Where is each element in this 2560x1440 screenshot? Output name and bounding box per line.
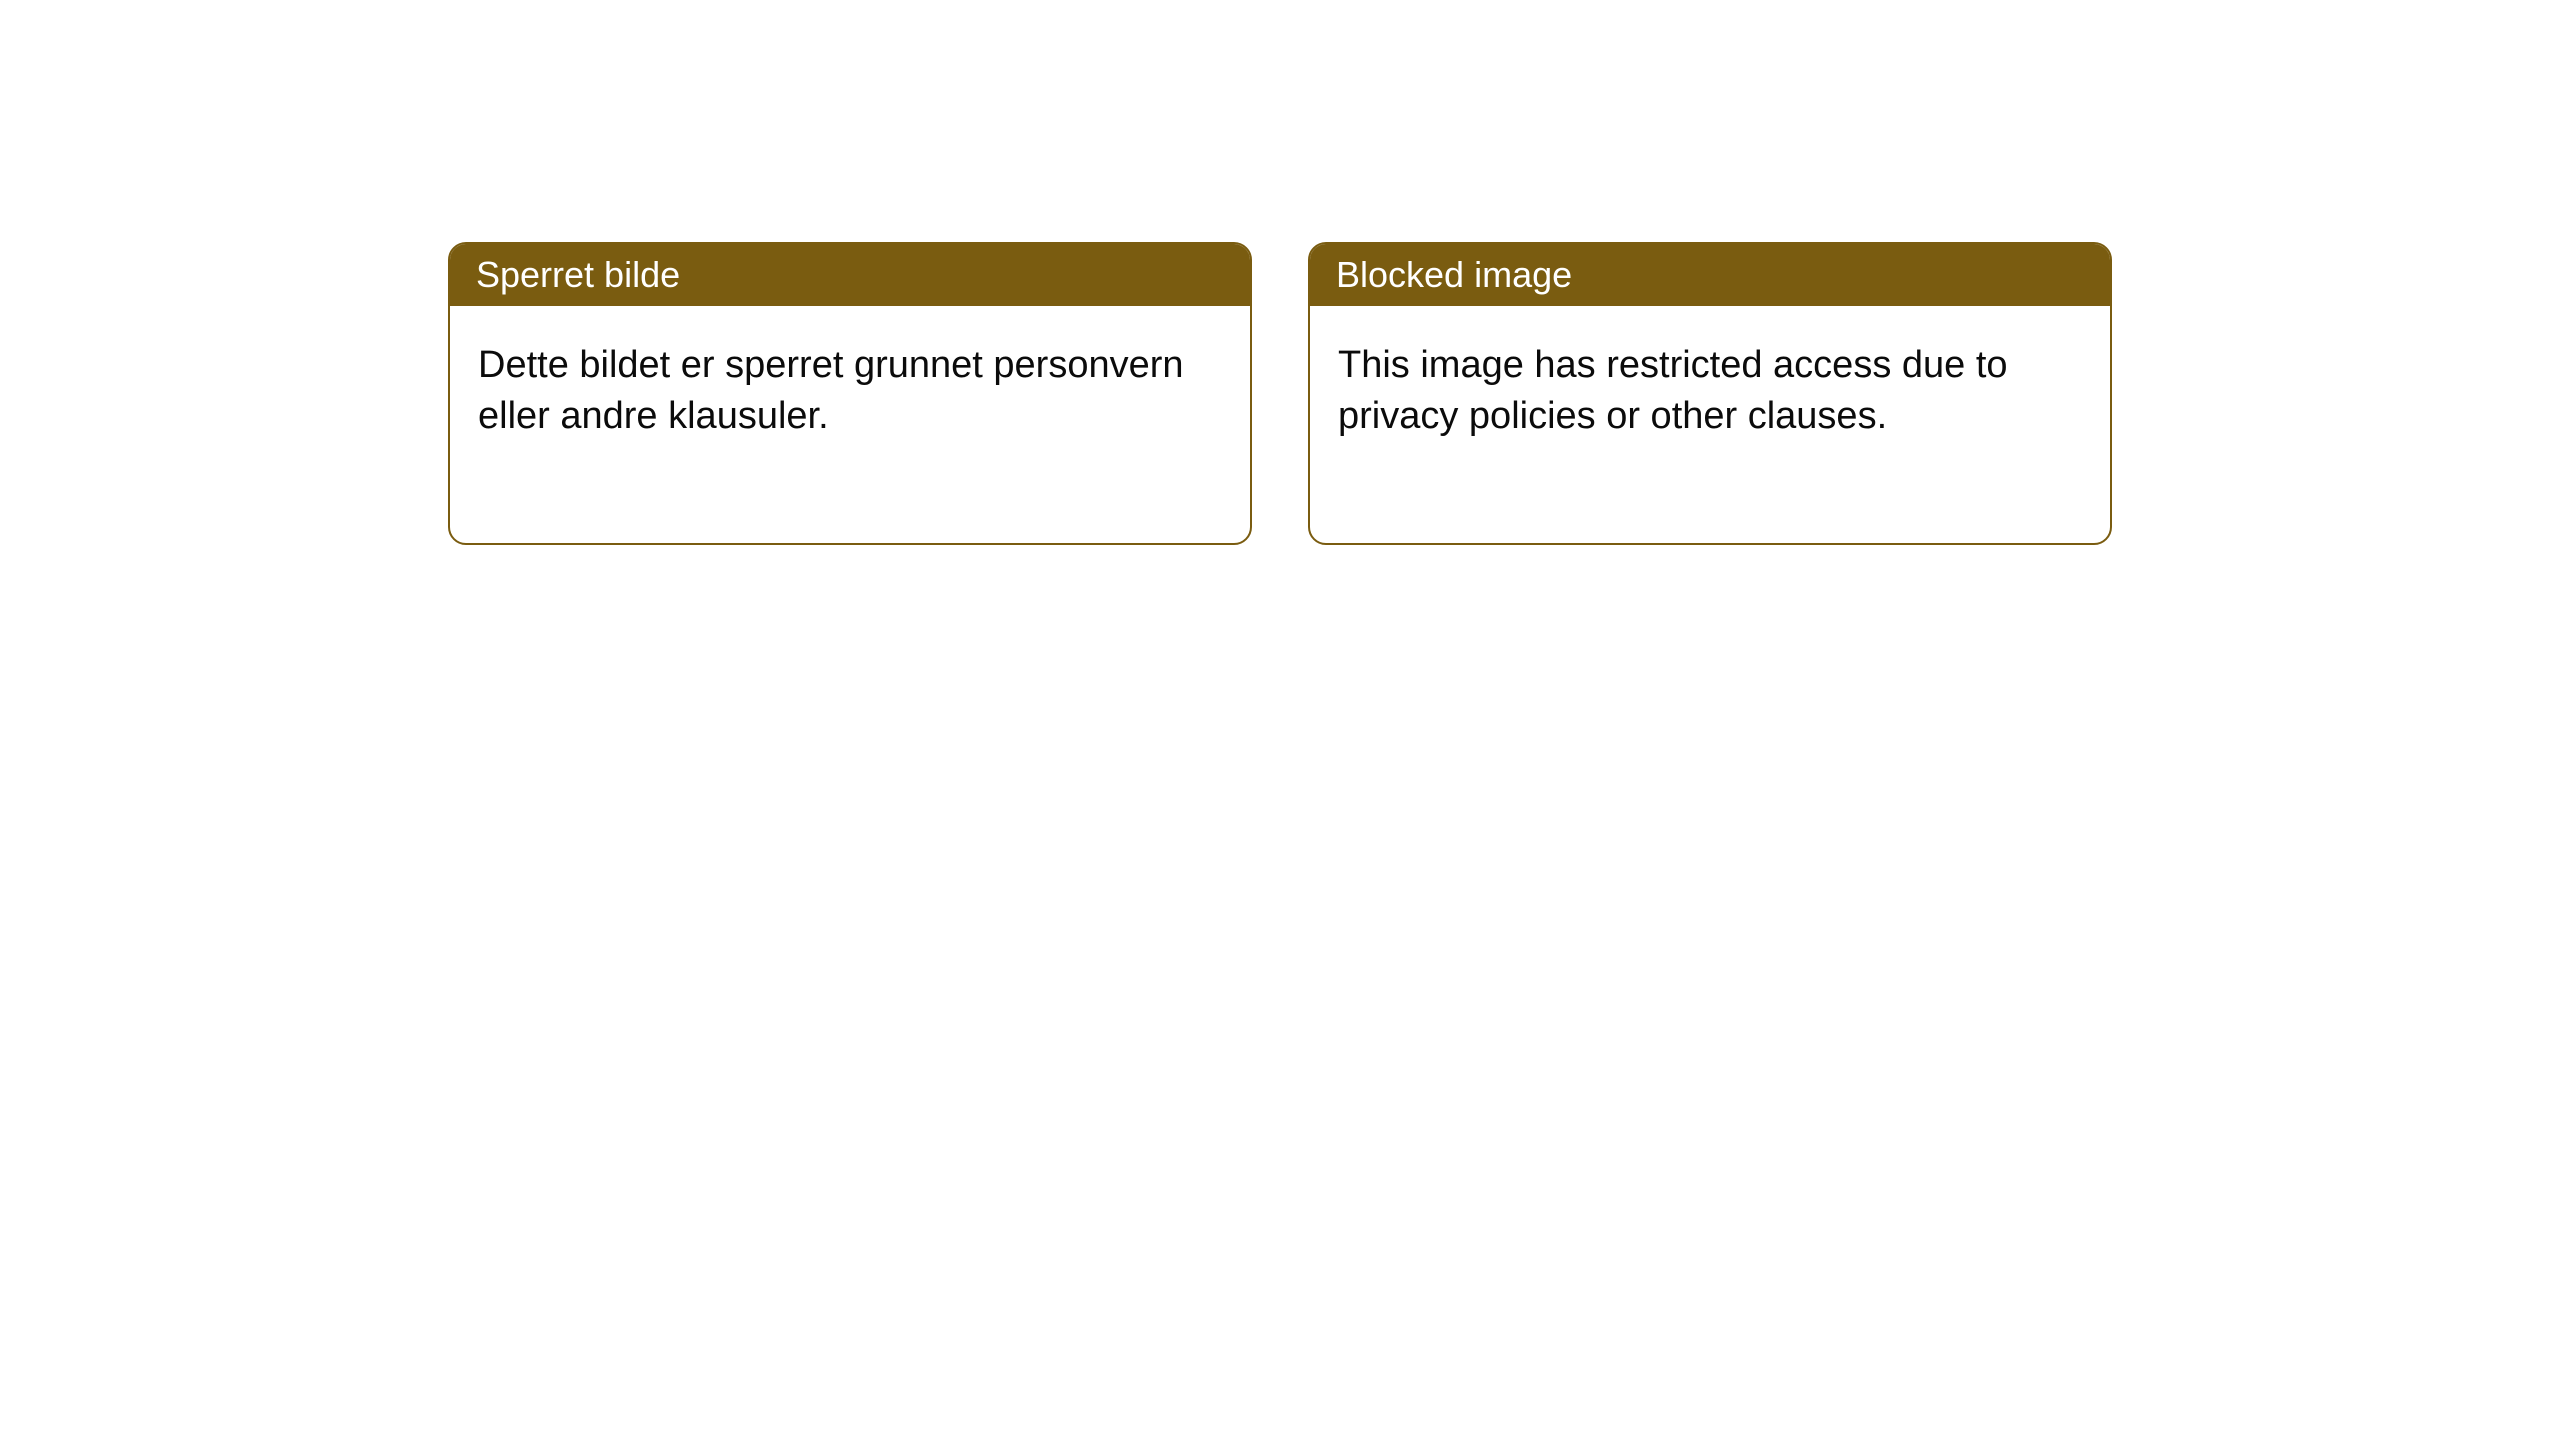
blocked-image-card-en: Blocked image This image has restricted … [1308,242,2112,545]
card-title: Blocked image [1336,254,1572,295]
card-body: Dette bildet er sperret grunnet personve… [450,306,1250,543]
card-header: Blocked image [1310,244,2110,306]
blocked-image-card-no: Sperret bilde Dette bildet er sperret gr… [448,242,1252,545]
card-body-text: Dette bildet er sperret grunnet personve… [478,344,1184,437]
card-title: Sperret bilde [476,254,680,295]
card-body: This image has restricted access due to … [1310,306,2110,543]
card-header: Sperret bilde [450,244,1250,306]
card-body-text: This image has restricted access due to … [1338,344,2008,437]
notice-cards-container: Sperret bilde Dette bildet er sperret gr… [0,0,2560,545]
